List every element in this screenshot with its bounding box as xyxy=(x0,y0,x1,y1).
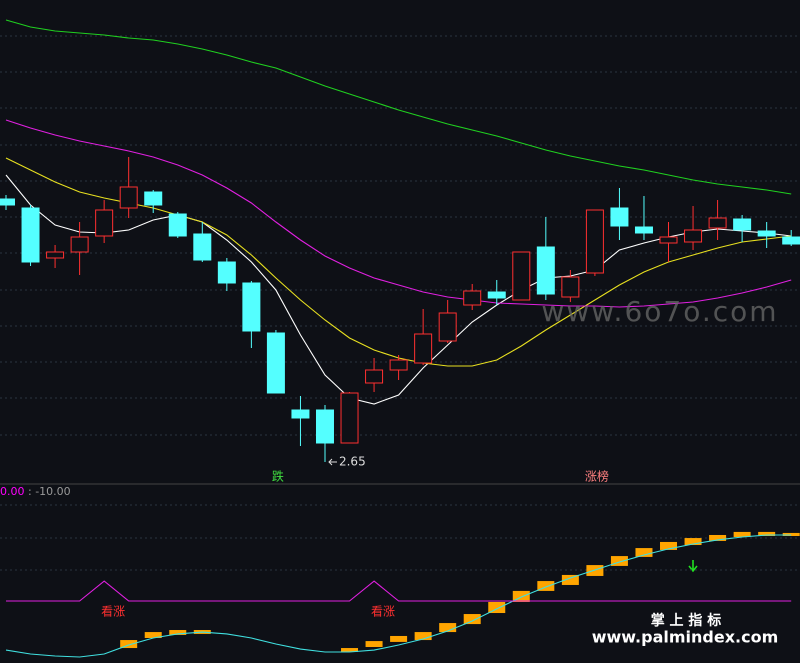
candle-body xyxy=(733,218,752,231)
candle-body xyxy=(634,226,653,234)
header-value: 0.00 xyxy=(0,485,25,498)
indicator-bar xyxy=(635,548,653,557)
indicator-bar xyxy=(341,648,359,652)
watermark: www.6o7o.com xyxy=(541,295,778,328)
candle-body xyxy=(389,359,408,371)
candle-body xyxy=(21,207,40,263)
indicator-bar xyxy=(390,635,408,642)
indicator-bar xyxy=(610,556,628,566)
indicator-bar xyxy=(660,541,678,550)
candle-body xyxy=(585,209,604,274)
indicator-bar xyxy=(709,534,727,541)
candle-body xyxy=(242,282,261,332)
indicator-bar xyxy=(365,641,383,648)
moving-average xyxy=(5,19,792,195)
candle-body xyxy=(193,233,212,261)
header-value: : -10.00 xyxy=(25,485,71,498)
indicator-bar xyxy=(120,640,138,649)
brand-url: www.palmindex.com xyxy=(592,628,779,647)
signal-label: 看涨 xyxy=(371,604,395,619)
candle-body xyxy=(463,290,482,306)
indicator-bar xyxy=(439,623,457,633)
candle-body xyxy=(659,236,678,244)
candle-body xyxy=(757,230,776,237)
indicator-bar xyxy=(684,538,702,546)
indicator-bar xyxy=(144,632,162,639)
moving-average xyxy=(5,119,792,308)
indicator-header: 0.00 : -10.00 xyxy=(0,485,71,498)
low-arrow xyxy=(328,458,337,466)
indicator-bar xyxy=(488,601,506,614)
candle-body xyxy=(512,251,531,301)
candle-body xyxy=(536,246,555,295)
candle-body xyxy=(684,229,703,243)
candle-body xyxy=(0,198,15,206)
candle-body xyxy=(782,236,800,245)
candle-body xyxy=(438,312,457,342)
signal-label: 跌 xyxy=(272,469,284,484)
candle-body xyxy=(95,209,114,237)
candle-body xyxy=(46,251,65,259)
indicator-bar xyxy=(537,581,555,591)
candle-body xyxy=(610,207,629,227)
indicator-bar xyxy=(414,632,432,641)
candle-body xyxy=(708,217,727,229)
indicator-bar xyxy=(463,614,481,625)
brand-title: 掌 上 指 标 xyxy=(651,612,722,629)
candle-body xyxy=(168,213,187,237)
candle-body xyxy=(217,261,236,284)
candle-body xyxy=(70,236,89,253)
indicator-line xyxy=(6,580,792,602)
indicator-bar xyxy=(169,630,187,635)
signal-label: 涨榜 xyxy=(585,469,609,484)
signal-label: 看涨 xyxy=(101,604,125,619)
candle-body xyxy=(144,191,163,206)
candle-body xyxy=(365,369,384,384)
candle-body xyxy=(266,332,285,394)
indicator-bar xyxy=(733,531,751,538)
indicator-line xyxy=(5,534,792,658)
candle-body xyxy=(561,276,580,298)
candle-body xyxy=(487,291,506,299)
indicator-bar xyxy=(561,574,579,585)
indicator-bar xyxy=(758,531,776,537)
candle-body xyxy=(119,186,138,209)
candle-body xyxy=(291,409,310,419)
down-arrow-marker xyxy=(688,560,698,573)
candle-body xyxy=(414,333,433,364)
candle-body xyxy=(315,409,334,444)
low-label: 2.65 xyxy=(339,455,366,469)
candle-body xyxy=(340,392,359,444)
